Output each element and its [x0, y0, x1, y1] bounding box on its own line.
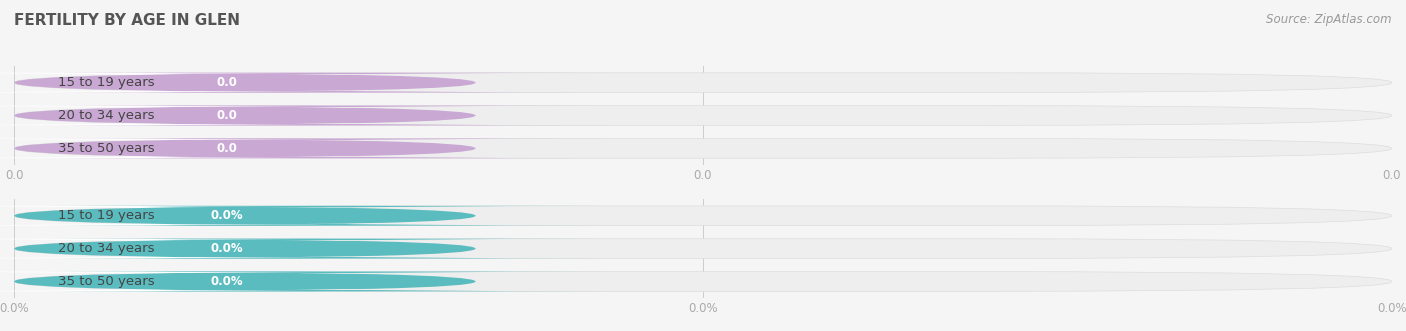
- Text: 0.0: 0.0: [217, 142, 238, 155]
- FancyBboxPatch shape: [62, 239, 606, 259]
- Text: 20 to 34 years: 20 to 34 years: [58, 242, 155, 255]
- Text: 20 to 34 years: 20 to 34 years: [58, 109, 155, 122]
- FancyBboxPatch shape: [14, 272, 458, 291]
- FancyBboxPatch shape: [14, 239, 1392, 259]
- FancyBboxPatch shape: [14, 272, 1392, 291]
- Text: FERTILITY BY AGE IN GLEN: FERTILITY BY AGE IN GLEN: [14, 13, 240, 28]
- FancyBboxPatch shape: [14, 239, 458, 259]
- Text: 0.0%: 0.0%: [211, 275, 243, 288]
- FancyBboxPatch shape: [14, 138, 458, 158]
- Text: 0.0%: 0.0%: [211, 209, 243, 222]
- Text: 0.0%: 0.0%: [211, 242, 243, 255]
- FancyBboxPatch shape: [0, 106, 458, 125]
- Text: 35 to 50 years: 35 to 50 years: [58, 142, 155, 155]
- FancyBboxPatch shape: [62, 272, 606, 291]
- FancyBboxPatch shape: [14, 73, 1392, 92]
- FancyBboxPatch shape: [14, 206, 458, 226]
- FancyBboxPatch shape: [0, 239, 458, 259]
- FancyBboxPatch shape: [14, 73, 458, 92]
- FancyBboxPatch shape: [14, 206, 1392, 226]
- FancyBboxPatch shape: [14, 106, 1392, 125]
- FancyBboxPatch shape: [0, 73, 458, 92]
- Text: 35 to 50 years: 35 to 50 years: [58, 275, 155, 288]
- Text: 0.0: 0.0: [217, 76, 238, 89]
- FancyBboxPatch shape: [14, 106, 458, 125]
- FancyBboxPatch shape: [14, 138, 1392, 158]
- Text: Source: ZipAtlas.com: Source: ZipAtlas.com: [1267, 13, 1392, 26]
- FancyBboxPatch shape: [62, 73, 606, 92]
- Text: 15 to 19 years: 15 to 19 years: [58, 76, 155, 89]
- Text: 0.0: 0.0: [217, 109, 238, 122]
- FancyBboxPatch shape: [62, 206, 606, 226]
- Text: 15 to 19 years: 15 to 19 years: [58, 209, 155, 222]
- FancyBboxPatch shape: [62, 138, 606, 158]
- FancyBboxPatch shape: [62, 106, 606, 125]
- FancyBboxPatch shape: [0, 272, 458, 291]
- FancyBboxPatch shape: [0, 206, 458, 226]
- FancyBboxPatch shape: [0, 138, 458, 158]
